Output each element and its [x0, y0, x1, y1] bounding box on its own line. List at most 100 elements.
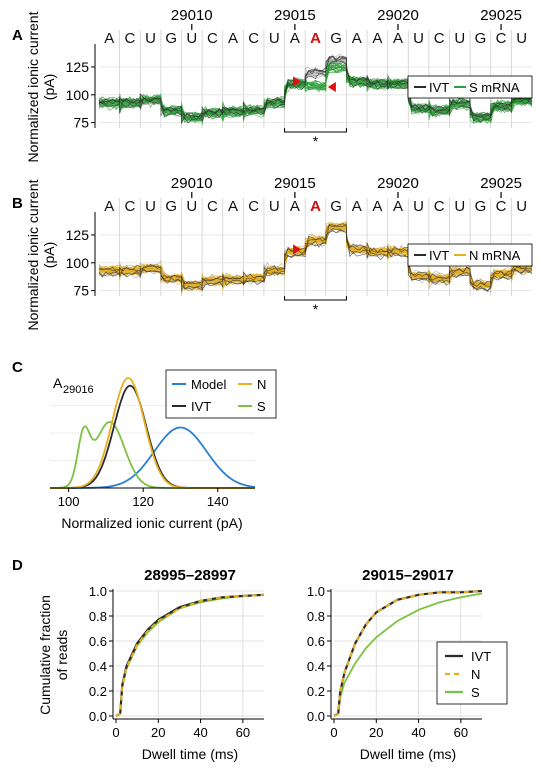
base-label-1: C	[125, 30, 136, 47]
y-tick-label: 1.0	[89, 584, 107, 599]
position-label-29015: 29015	[274, 7, 316, 24]
x-tick-label: 140	[207, 494, 229, 509]
cdf-curve-ivt	[333, 589, 483, 717]
x-tick-label: 0	[330, 725, 337, 740]
legend-label: IVT	[471, 649, 491, 664]
panel-c-title-subscript: 29016	[63, 384, 94, 396]
y-tick-label: 0.8	[89, 609, 107, 624]
y-tick-label: 0.6	[307, 634, 325, 649]
red-arrow-marker	[293, 244, 302, 255]
sample-trace	[98, 60, 533, 121]
ivt-trace-dark	[98, 55, 533, 124]
base-label-16: C	[434, 198, 445, 215]
legend-box	[407, 243, 533, 267]
panel-d-left-cdf: 0.0 0.2 0.4 0.6 0.8 1.0 0 20 40 60 Dwell time (ms)…	[89, 567, 265, 762]
base-label-8: U	[269, 30, 280, 47]
y-axis-label-line1: Normalized ionic current	[25, 179, 41, 330]
base-label-6: A	[228, 198, 238, 215]
y-axis-label-line2: (pA)	[41, 74, 57, 100]
base-label-3: G	[165, 30, 177, 47]
panel-d-ylabel-line1: Cumulative fraction	[37, 595, 53, 715]
x-tick-label: 40	[193, 725, 207, 740]
base-label-5: C	[207, 198, 218, 215]
position-label-29020: 29020	[377, 175, 419, 192]
legend-label: IVT	[191, 399, 211, 414]
legend-label-sample: S mRNA	[469, 80, 520, 95]
base-label-19: C	[496, 30, 507, 47]
x-axis-label: Dwell time (ms)	[360, 746, 456, 762]
ivt-trace-dark	[98, 55, 533, 119]
legend-label-ivt: IVT	[429, 80, 449, 95]
base-label-0: A	[104, 30, 114, 47]
legend-label: S	[257, 399, 266, 414]
base-label-18: G	[475, 198, 487, 215]
legend-label: N	[471, 667, 480, 682]
base-label-7: C	[248, 198, 259, 215]
y-axis-label-line1: Normalized ionic current	[25, 11, 41, 162]
y-tick-label: 125	[66, 227, 90, 243]
base-label-14: A	[393, 198, 403, 215]
base-label-17: U	[454, 30, 465, 47]
x-tick-label: 60	[236, 725, 250, 740]
panel-c-title: A	[53, 375, 63, 391]
base-label-13: A	[372, 30, 382, 47]
y-tick-label: 0.6	[89, 634, 107, 649]
base-label-9: A	[290, 30, 300, 47]
base-label-5: C	[207, 30, 218, 47]
panel-d-ylabel-line2: of reads	[54, 630, 70, 681]
significance-star: *	[313, 301, 319, 317]
base-label-12: A	[352, 198, 362, 215]
position-label-29025: 29025	[480, 175, 522, 192]
y-tick-label: 1.0	[307, 584, 325, 599]
base-label-7: C	[248, 30, 259, 47]
y-tick-label: 0.2	[307, 684, 325, 699]
y-tick-label: 100	[66, 255, 90, 271]
base-label-0: A	[104, 198, 114, 215]
base-label-13: A	[372, 198, 382, 215]
significance-bracket	[284, 296, 347, 301]
base-label-17: U	[454, 198, 465, 215]
panel-letter-c: C	[12, 359, 23, 376]
cdf-curve-s	[115, 593, 265, 717]
base-label-20: U	[516, 30, 527, 47]
legend-box	[407, 75, 533, 99]
x-tick-label: 40	[411, 725, 425, 740]
panel-d-right-cdf: 0.0 0.2 0.4 0.6 0.8 1.0 0 20 40 60 Dwell time (ms)…	[307, 567, 508, 762]
base-label-20: U	[516, 198, 527, 215]
base-label-12: A	[352, 30, 362, 47]
base-label-3: G	[165, 198, 177, 215]
base-label-6: A	[228, 30, 238, 47]
base-label-14: A	[393, 30, 403, 47]
base-label-15: U	[413, 30, 424, 47]
position-label-29025: 29025	[480, 7, 522, 24]
panel-letter-d: D	[12, 557, 23, 574]
red-arrow-marker	[293, 76, 302, 87]
base-label-11: G	[330, 198, 342, 215]
x-tick-label: 100	[58, 494, 80, 509]
x-axis-label: Dwell time (ms)	[142, 746, 238, 762]
sample-trace	[98, 61, 533, 126]
base-label-2: U	[145, 30, 156, 47]
y-tick-label: 0.8	[307, 609, 325, 624]
red-arrow-marker	[327, 82, 336, 92]
y-tick-label: 0.4	[89, 659, 107, 674]
base-label-8: U	[269, 198, 280, 215]
x-tick-label: 60	[454, 725, 468, 740]
x-tick-label: 120	[132, 494, 154, 509]
position-label-29015: 29015	[274, 175, 316, 192]
x-tick-label: 20	[151, 725, 165, 740]
y-tick-label: 0.0	[89, 709, 107, 724]
position-label-29010: 29010	[171, 175, 213, 192]
x-axis-label: Normalized ionic current (pA)	[61, 515, 242, 531]
panel-c-density-plot: 100 120 140 Normalized ionic current (pA) A 2…	[50, 369, 277, 531]
base-label-16: C	[434, 30, 445, 47]
y-tick-label: 0.2	[89, 684, 107, 699]
position-label-29010: 29010	[171, 7, 213, 24]
base-label-1: C	[125, 198, 136, 215]
cdf-title: 29015–29017	[362, 567, 454, 584]
legend-box	[165, 369, 277, 419]
legend-label: S	[471, 685, 480, 700]
ivt-trace-dark	[98, 230, 533, 292]
